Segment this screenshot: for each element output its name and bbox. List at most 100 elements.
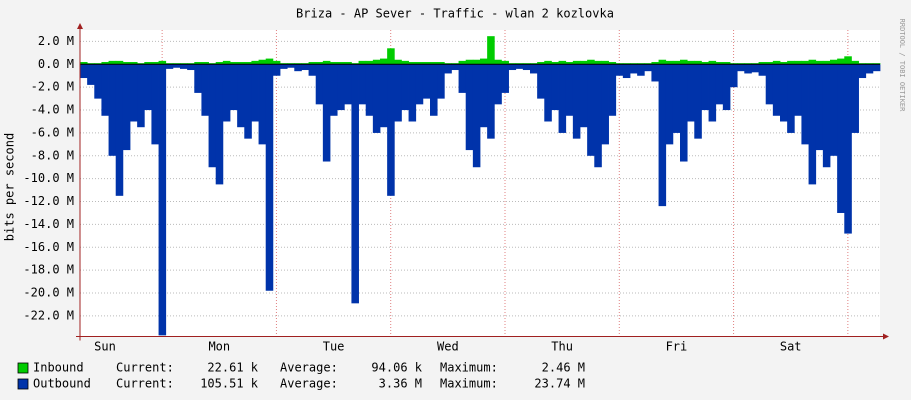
area-step — [172, 63, 181, 65]
x-tick-label: Mon — [208, 340, 230, 354]
area-step — [144, 64, 152, 111]
legend-label: Outbound — [33, 377, 91, 391]
area-step — [201, 62, 209, 65]
area-step — [780, 64, 788, 122]
area-step — [751, 63, 759, 65]
area-step — [601, 60, 609, 65]
y-tick-label: -20.0 M — [23, 286, 74, 300]
area-step — [730, 63, 738, 65]
area-step — [544, 64, 552, 122]
area-step — [651, 62, 659, 65]
area-step — [437, 64, 445, 99]
area-step — [472, 59, 481, 65]
area-step — [551, 64, 559, 111]
area-step — [237, 64, 245, 128]
area-step — [830, 59, 838, 65]
stat-label: Average: — [280, 361, 338, 375]
area-step — [180, 63, 188, 65]
area-step — [451, 63, 459, 65]
area-step — [651, 64, 659, 82]
area-step — [872, 63, 881, 65]
stat-label: Current: — [116, 361, 174, 375]
area-step — [515, 64, 524, 69]
area-step — [115, 60, 124, 65]
area-step — [608, 64, 617, 116]
area-step — [644, 63, 652, 65]
area-step — [294, 63, 302, 65]
area-step — [565, 62, 574, 65]
area-step — [637, 63, 645, 65]
area-step — [387, 48, 395, 65]
legend-label: Inbound — [33, 361, 84, 375]
area-step — [394, 59, 402, 65]
area-step — [822, 60, 831, 65]
area-step — [672, 64, 681, 133]
area-step — [172, 64, 181, 68]
area-step — [765, 64, 774, 105]
y-tick-label: -6.0 M — [31, 125, 74, 139]
stat-value: 94.06 k — [371, 361, 422, 375]
x-tick-label: Tue — [323, 340, 345, 354]
area-step — [665, 60, 674, 65]
area-step — [708, 60, 717, 65]
area-step — [851, 60, 859, 65]
y-tick-label: -16.0 M — [23, 240, 74, 254]
area-step — [301, 64, 309, 71]
area-step — [87, 64, 95, 85]
area-step — [672, 60, 681, 65]
y-axis-label: bits per second — [3, 133, 17, 241]
area-step — [287, 63, 295, 65]
stat-label: Maximum: — [440, 361, 498, 375]
area-step — [108, 64, 117, 156]
area-step — [422, 64, 431, 99]
area-step — [751, 64, 759, 73]
area-step — [208, 63, 217, 65]
area-step — [530, 63, 538, 65]
area-step — [694, 64, 702, 139]
area-step — [544, 60, 552, 65]
x-tick-label: Sat — [780, 340, 802, 354]
watermark: RRDTOOL / TOBI OETIKER — [898, 19, 906, 113]
area-step — [780, 62, 788, 65]
area-step — [744, 64, 752, 74]
area-step — [122, 62, 131, 65]
stat-label: Current: — [116, 377, 174, 391]
area-step — [658, 59, 667, 65]
area-step — [580, 64, 588, 128]
area-step — [715, 64, 724, 105]
area-step — [594, 64, 602, 168]
area-step — [837, 64, 845, 213]
area-step — [280, 64, 288, 69]
area-step — [415, 62, 424, 65]
area-step — [351, 64, 359, 304]
area-step — [415, 64, 424, 105]
area-step — [244, 64, 252, 139]
area-step — [115, 64, 124, 196]
area-step — [287, 64, 295, 68]
area-step — [765, 62, 774, 65]
area-step — [808, 59, 817, 65]
area-step — [401, 60, 409, 65]
area-step — [558, 64, 567, 133]
area-step — [251, 60, 259, 65]
area-step — [830, 64, 838, 156]
area-step — [465, 64, 474, 151]
y-tick-label: 0.0 M — [38, 57, 74, 71]
area-step — [430, 62, 438, 65]
area-step — [408, 62, 417, 65]
stat-value: 105.51 k — [200, 377, 259, 391]
area-step — [522, 63, 531, 65]
area-step — [194, 62, 202, 65]
area-step — [265, 64, 274, 291]
area-step — [94, 64, 102, 99]
area-step — [230, 62, 238, 65]
y-tick-label: -14.0 M — [23, 217, 74, 231]
y-tick-label: -12.0 M — [23, 194, 74, 208]
area-step — [122, 64, 131, 151]
area-step — [230, 64, 238, 111]
area-step — [108, 60, 117, 65]
area-step — [222, 60, 231, 65]
area-step — [565, 64, 574, 116]
area-step — [101, 64, 109, 116]
stat-value: 22.61 k — [207, 361, 258, 375]
